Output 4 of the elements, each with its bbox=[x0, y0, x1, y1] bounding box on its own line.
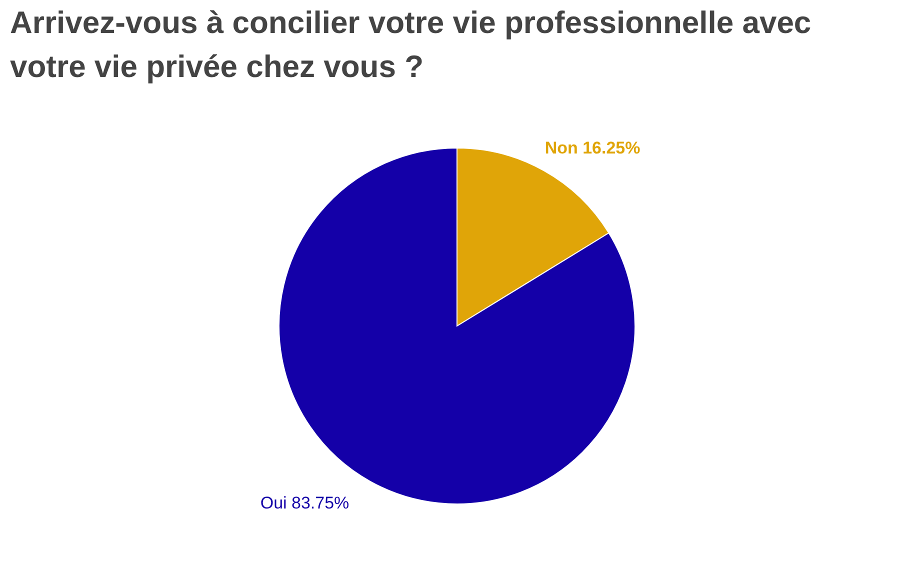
text: votre vie privée chez vous ? bbox=[10, 49, 424, 84]
slice-label: Oui 83.75% bbox=[260, 494, 350, 513]
slice-label: Non 16.25% bbox=[544, 138, 640, 158]
text: Arrivez-vous à concilier votre vie professionnelle avec bbox=[10, 5, 812, 40]
